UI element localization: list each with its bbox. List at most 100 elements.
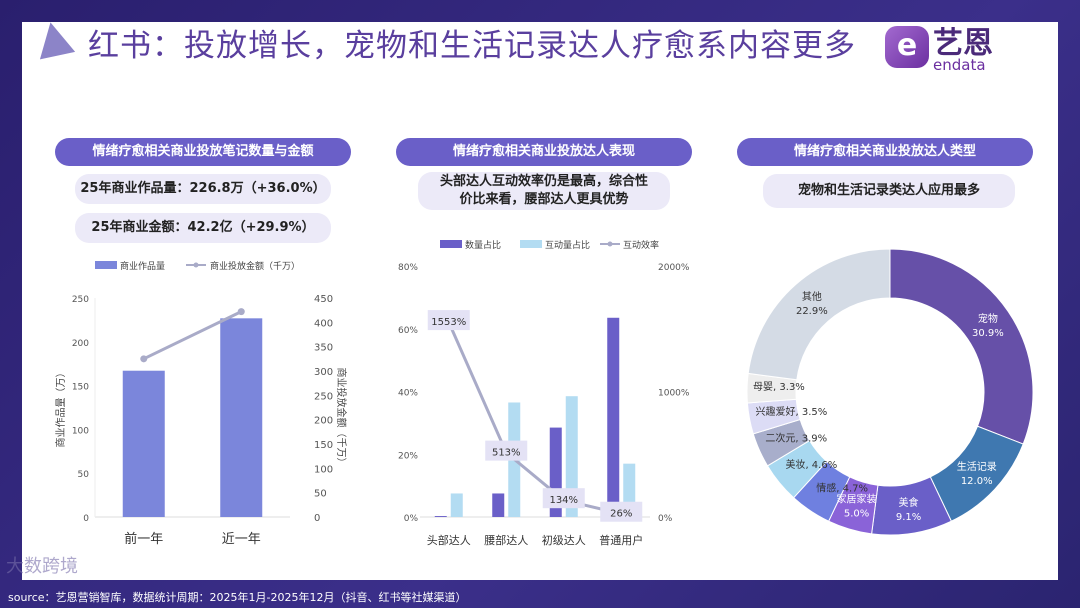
panel-heading-volume: 情绪疗愈相关商业投放笔记数量与金额 xyxy=(55,138,351,166)
y2-tick-label: 50 xyxy=(314,489,327,500)
y-tick-label: 250 xyxy=(72,295,89,305)
series-line xyxy=(447,321,622,516)
data-label: 513% xyxy=(492,448,521,459)
data-label-box xyxy=(600,501,643,522)
slice-label-separator: , xyxy=(836,483,842,494)
brand-logo: e 艺恩 endata xyxy=(885,18,1015,78)
bar-interaction-share xyxy=(450,493,463,517)
slice-label-separator: , xyxy=(773,382,779,393)
brand-name: 艺恩 xyxy=(933,26,993,61)
legend-label: 互动量占比 xyxy=(545,239,590,251)
slice-value: 22.9% xyxy=(796,306,828,317)
y-tick-label: 50 xyxy=(78,470,90,480)
slice-label: 宠物 xyxy=(978,312,998,325)
watermark: 大数跨境 xyxy=(6,556,78,577)
y-axis-title: 商业作品量（万） xyxy=(54,368,67,448)
legend-marker xyxy=(607,241,613,247)
slice-value: 3.5% xyxy=(802,407,827,418)
series-line xyxy=(143,310,242,361)
slice-label-separator: , xyxy=(795,407,801,418)
brand-name-en: endata xyxy=(933,56,986,74)
line-point xyxy=(140,355,148,363)
bar-count-share xyxy=(434,516,447,517)
y-tick-label: 40% xyxy=(398,389,418,399)
data-label: 26% xyxy=(610,509,632,520)
y-tick-label: 20% xyxy=(398,451,418,461)
slice-value: 30.9% xyxy=(972,328,1004,339)
y2-tick-label: 200 xyxy=(314,416,333,427)
slice-label-group: 美妆, 4.6% xyxy=(785,458,837,471)
panel-heading-performance: 情绪疗愈相关商业投放达人表现 xyxy=(396,138,692,166)
legend-label: 互动效率 xyxy=(623,239,659,251)
donut-slice xyxy=(747,248,891,381)
legend-label: 商业作品量 xyxy=(120,260,165,272)
slice-label: 二次元 xyxy=(765,431,795,444)
data-label-box xyxy=(542,488,585,509)
slice-label: 兴趣爱好 xyxy=(755,405,795,418)
y-tick-label: 60% xyxy=(398,326,418,336)
bar-count-share xyxy=(607,317,620,517)
y-tick-label: 100 xyxy=(72,426,89,436)
slice-label-group: 兴趣爱好, 3.5% xyxy=(755,405,827,418)
stat-volume: 25年商业作品量：226.8万（+36.0%） xyxy=(75,174,331,204)
legend-swatch xyxy=(520,240,542,248)
slice-label-separator: , xyxy=(795,433,801,444)
page-title: 红书：投放增长，宠物和生活记录达人疗愈系内容更多 xyxy=(88,28,856,64)
y2-axis-title: 商业投放金额（千万） xyxy=(335,368,348,468)
bar xyxy=(122,370,165,517)
slice-label-group: 母婴, 3.3% xyxy=(753,381,805,393)
slice-value: 5.0% xyxy=(844,509,869,520)
y2-tick-label: 150 xyxy=(314,440,333,451)
note-line: 价比来看，腰部达人更具优势 xyxy=(459,192,629,207)
y2-tick-label: 0 xyxy=(314,513,320,524)
y2-tick-label: 0% xyxy=(658,514,673,524)
slice-value: 9.1% xyxy=(896,512,921,523)
data-label-box xyxy=(427,310,470,331)
slice-value: 12.0% xyxy=(961,476,993,487)
x-tick-label: 初级达人 xyxy=(542,533,586,547)
y2-tick-label: 250 xyxy=(314,391,333,402)
influencer-performance-chart: 0% 20% 40% 60% 80% 0% 1000% 2000% 1553% 513% 134% 2… xyxy=(398,239,690,547)
slice-label: 家居家装 xyxy=(837,493,877,506)
slice-value: 4.7% xyxy=(843,483,868,494)
slice-value: 3.9% xyxy=(802,433,827,444)
y-tick-label: 150 xyxy=(72,383,89,393)
types-note: 宠物和生活记录类达人应用最多 xyxy=(763,174,1015,208)
panel-heading-types: 情绪疗愈相关商业投放达人类型 xyxy=(737,138,1033,166)
data-label: 134% xyxy=(549,495,578,506)
slice-label: 美妆 xyxy=(785,458,805,471)
y2-tick-label: 400 xyxy=(314,318,333,329)
legend-swatch xyxy=(440,240,462,248)
slice-label-group: 情感, 4.7% xyxy=(816,481,868,494)
y2-tick-label: 300 xyxy=(314,367,333,378)
legend-label: 商业投放金额（千万） xyxy=(210,260,300,272)
line-point xyxy=(237,308,245,316)
y2-tick-label: 450 xyxy=(314,294,333,305)
data-label-box xyxy=(485,440,528,461)
slice-label: 母婴 xyxy=(753,381,773,393)
slice-value: 3.3% xyxy=(779,382,804,393)
y2-tick-label: 1000% xyxy=(658,389,690,399)
slice-label-group: 二次元, 3.9% xyxy=(765,431,827,444)
y-tick-label: 200 xyxy=(72,339,89,349)
legend-label: 数量占比 xyxy=(465,239,501,251)
brand-mark-icon: e xyxy=(885,26,929,68)
slice-label: 其他 xyxy=(802,290,822,303)
y2-tick-label: 350 xyxy=(314,343,333,354)
performance-note: 头部达人互动效率仍是最高，综合性 价比来看，腰部达人更具优势 xyxy=(418,172,670,210)
slice-label: 情感 xyxy=(816,481,836,494)
x-tick-label: 前一年 xyxy=(124,531,163,547)
note-line: 头部达人互动效率仍是最高，综合性 xyxy=(439,174,648,189)
slice-label: 美食 xyxy=(899,496,919,509)
x-tick-label: 腰部达人 xyxy=(484,533,528,547)
influencer-type-donut: 宠物 30.9% 生活记录 12.0% 美食 9.1% 家居家装 5.0% 情感, 4.7% 美妆… xyxy=(746,248,1034,536)
slice-label-separator: , xyxy=(805,460,811,471)
y2-tick-label: 2000% xyxy=(658,263,690,273)
data-label: 1553% xyxy=(431,317,466,328)
bar-count-share xyxy=(492,493,505,517)
x-tick-label: 普通用户 xyxy=(599,533,643,547)
y-tick-label: 0 xyxy=(83,514,89,524)
legend-marker xyxy=(193,262,199,268)
slice-label: 生活记录 xyxy=(957,460,997,473)
y2-tick-label: 100 xyxy=(314,464,333,475)
